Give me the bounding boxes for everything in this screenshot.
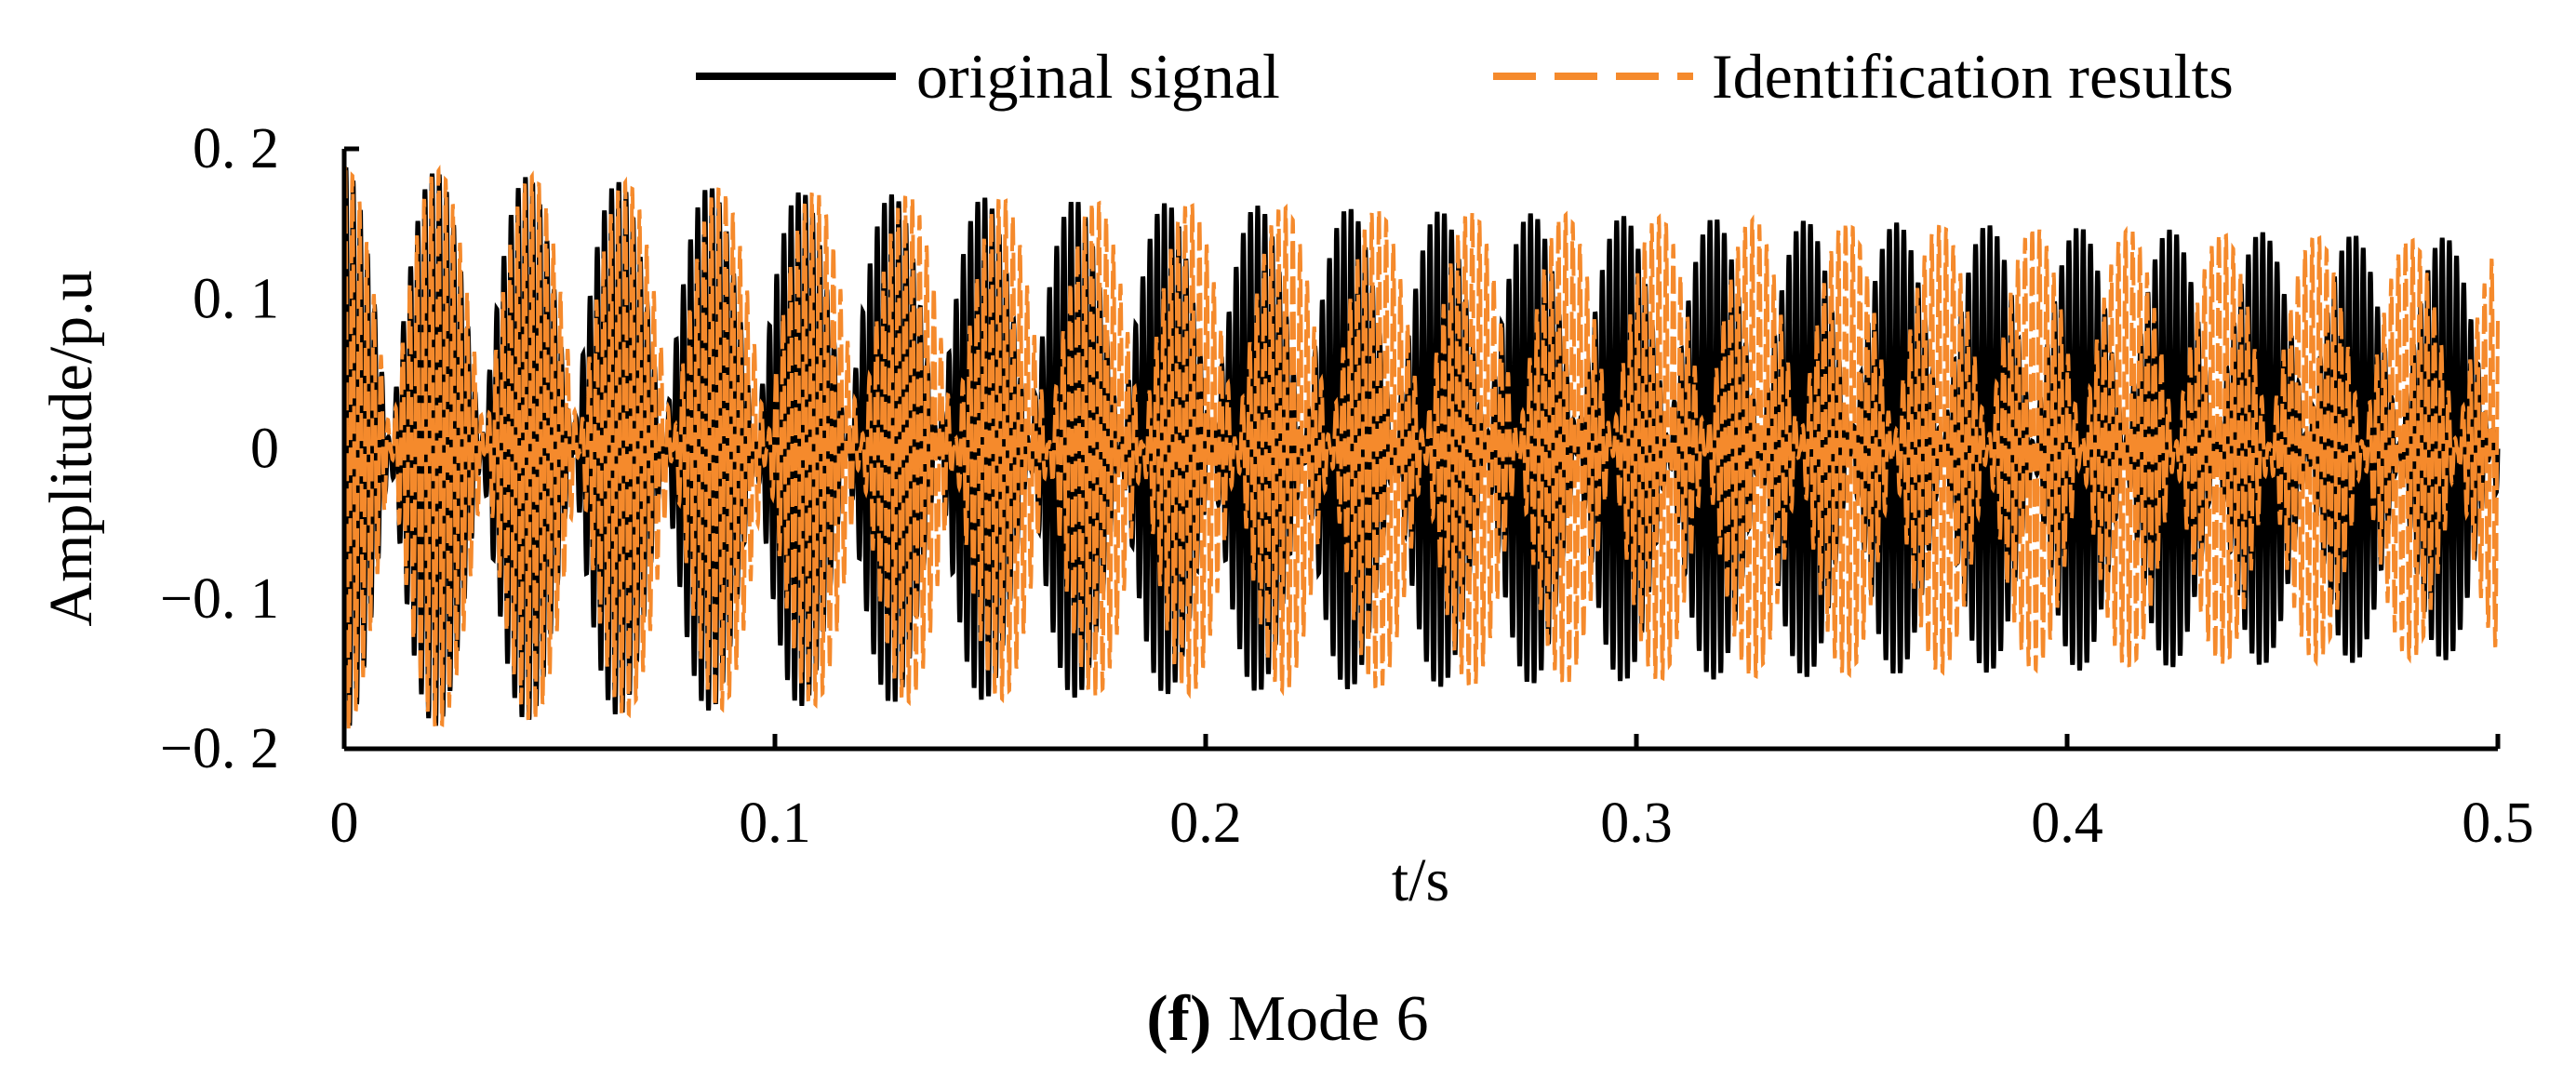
legend-label-identification: Identification results	[1712, 41, 2234, 112]
figure-caption: (f) Mode 6	[1146, 983, 1428, 1055]
caption-text: Mode 6	[1211, 983, 1428, 1055]
y-tick-label: 0. 1	[193, 267, 279, 330]
y-tick-label: −0. 2	[160, 717, 279, 780]
x-tick-label: 0.4	[2031, 792, 2103, 855]
x-tick-label: 0.1	[739, 792, 811, 855]
caption-letter: (f)	[1146, 983, 1211, 1055]
y-tick-label: 0	[250, 418, 279, 481]
series-layer	[341, 160, 2501, 733]
x-tick-label: 0	[330, 792, 359, 855]
series-line-identification	[342, 160, 2500, 733]
y-tick-label: −0. 1	[160, 567, 279, 631]
legend: original signal Identification results	[696, 41, 2234, 112]
x-axis-title: t/s	[1392, 846, 1449, 914]
ticks: 0 0.1 0.2 0.3 0.4 0.5 0. 2 0. 1 0 −0. 1 −0. 2	[160, 117, 2534, 855]
x-tick-label: 0.5	[2462, 792, 2534, 855]
y-tick-label: 0. 2	[193, 117, 279, 180]
axes	[341, 146, 2498, 752]
legend-label-original: original signal	[916, 41, 1280, 112]
y-axis-title: Amplitude/p.u	[37, 270, 105, 626]
x-tick-label: 0.2	[1169, 792, 1242, 855]
x-tick-label: 0.3	[1600, 792, 1673, 855]
